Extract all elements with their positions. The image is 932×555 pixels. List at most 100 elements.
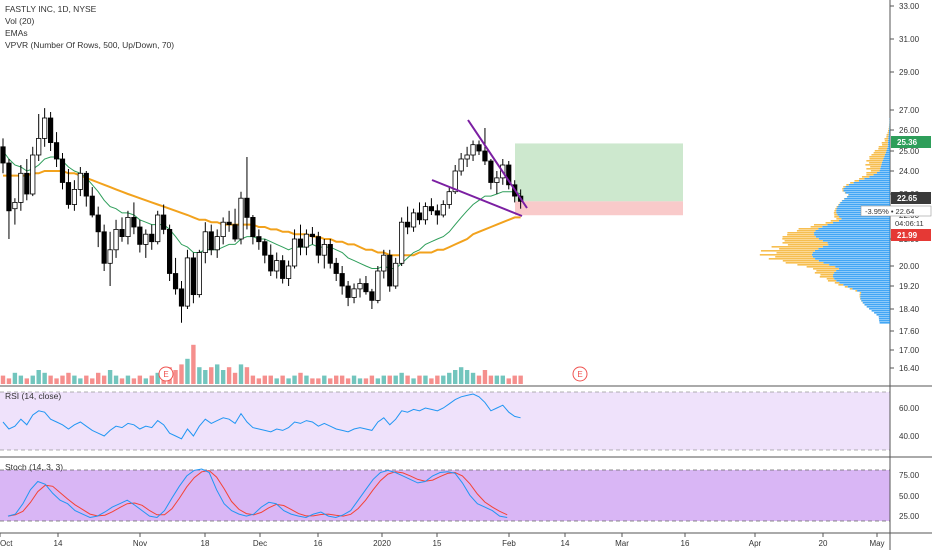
volume-bar <box>483 370 487 384</box>
legend-vol[interactable]: Vol (20) <box>5 15 174 27</box>
volume-bar <box>257 378 261 384</box>
volume-bar <box>215 364 219 384</box>
volume-bar <box>388 376 392 384</box>
stoch-tick-label: 25.00 <box>899 512 920 521</box>
candle-body <box>185 258 189 306</box>
volume-bar <box>382 376 386 384</box>
candle-body <box>280 261 284 279</box>
volume-bar <box>42 373 46 384</box>
candle-body <box>275 261 279 271</box>
volume-bar <box>19 376 23 384</box>
vpvr-up-row <box>833 276 890 278</box>
vpvr-down-row <box>860 294 861 296</box>
time-tick-label: Apr <box>749 539 762 548</box>
volume-bar <box>179 364 183 384</box>
volume-bar <box>78 378 82 384</box>
stoch-label[interactable]: Stoch (14, 3, 3) <box>5 462 63 472</box>
vpvr-down-row <box>782 242 827 244</box>
vpvr-down-row <box>859 178 864 180</box>
vpvr-up-row <box>857 290 890 292</box>
candle-body <box>233 225 237 239</box>
vpvr-up-row <box>849 184 890 186</box>
vpvr-down-row <box>761 250 815 252</box>
candle-body <box>37 138 41 155</box>
stop-price-tag: 21.99 <box>897 231 918 240</box>
vpvr-down-row <box>777 252 813 254</box>
vpvr-down-row <box>827 278 834 280</box>
legend-emas[interactable]: EMAs <box>5 27 174 39</box>
vpvr-down-row <box>848 194 849 196</box>
vpvr-up-row <box>812 254 890 256</box>
volume-bar <box>459 367 463 384</box>
candle-body <box>417 213 421 220</box>
vpvr-up-row <box>880 168 890 170</box>
candle-body <box>298 239 302 247</box>
vpvr-up-row <box>818 228 890 230</box>
vpvr-up-row <box>879 316 890 318</box>
candle-body <box>114 229 118 249</box>
vpvr-down-row <box>850 288 853 290</box>
vpvr-up-row <box>881 166 890 168</box>
change-readout: -3.95% • 22.64 <box>865 207 914 216</box>
candle-body <box>382 255 386 271</box>
time-tick-label: 14 <box>561 539 570 548</box>
vpvr-down-row <box>842 188 843 190</box>
time-tick-label: 16 <box>314 539 323 548</box>
candle-body <box>465 155 469 159</box>
volume-bar <box>477 376 481 384</box>
vpvr-up-row <box>828 242 890 244</box>
vpvr-up-row <box>887 148 890 150</box>
volume-bar <box>405 376 409 384</box>
vpvr-up-row <box>888 138 890 140</box>
price-tick-label: 16.40 <box>899 364 920 373</box>
candle-body <box>257 237 261 242</box>
vpvr-up-row <box>889 126 890 128</box>
candle-body <box>489 161 493 183</box>
vpvr-down-row <box>879 146 888 148</box>
vpvr-down-row <box>866 160 882 162</box>
candle-body <box>78 173 82 189</box>
vpvr-up-row <box>834 278 890 280</box>
rsi-label[interactable]: RSI (14, close) <box>5 391 61 401</box>
candle-body <box>495 178 499 183</box>
price-tick-label: 27.00 <box>899 106 920 115</box>
volume-bar <box>102 376 106 384</box>
volume-bar <box>518 376 522 384</box>
vpvr-up-row <box>816 236 890 238</box>
candle-body <box>328 244 332 263</box>
volume-bar <box>173 370 177 384</box>
vpvr-down-row <box>866 174 873 176</box>
vpvr-up-row <box>815 258 890 260</box>
volume-bar <box>304 376 308 384</box>
candle-body <box>66 183 70 205</box>
volume-bar <box>471 373 475 384</box>
vpvr-down-row <box>828 280 836 282</box>
vpvr-up-row <box>854 182 890 184</box>
volume-bar <box>203 370 207 384</box>
vpvr-down-row <box>878 148 887 150</box>
legend-vpvr[interactable]: VPVR (Number Of Rows, 500, Up/Down, 70) <box>5 39 174 51</box>
legend-symbol[interactable]: FASTLY INC, 1D, NYSE <box>5 3 174 15</box>
candle-body <box>477 145 481 151</box>
candle-body <box>42 118 46 138</box>
vpvr-up-row <box>879 318 890 320</box>
volume-bar <box>280 376 284 384</box>
volume-bar <box>399 373 403 384</box>
volume-bar <box>286 378 290 384</box>
vpvr-down-row <box>785 240 823 242</box>
vpvr-up-row <box>839 204 890 206</box>
vpvr-down-row <box>826 222 833 224</box>
candle-body <box>156 215 160 242</box>
vpvr-up-row <box>823 246 890 248</box>
rsi-tick-label: 60.00 <box>899 404 920 413</box>
candle-body <box>96 215 100 232</box>
vpvr-up-row <box>888 136 890 138</box>
volume-bar <box>138 376 142 384</box>
volume-bar <box>513 376 517 384</box>
volume-bar <box>322 376 326 384</box>
candle-body <box>411 213 415 227</box>
time-tick-label: 2020 <box>373 539 391 548</box>
candle-body <box>483 151 487 161</box>
